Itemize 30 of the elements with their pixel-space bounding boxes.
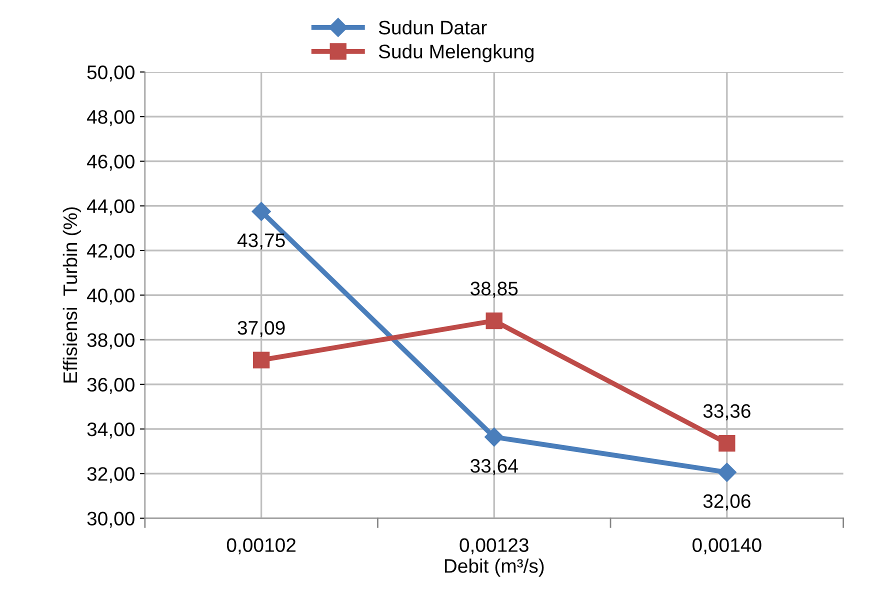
point xyxy=(252,202,271,221)
y-tick-label: 32,00 xyxy=(87,467,134,484)
y-tick-label: 44,00 xyxy=(86,199,134,216)
y-tick-label: 38,00 xyxy=(87,333,134,350)
y-tick-label: 42,00 xyxy=(86,244,134,260)
data-label: 33,64 xyxy=(470,459,518,476)
point xyxy=(718,434,736,452)
y-tick-label: 36,00 xyxy=(87,378,134,394)
y-tick-label: 30,00 xyxy=(87,512,134,528)
y-tick-label: 40,00 xyxy=(86,288,134,305)
y-axis-title: Effisiensi Turbin (%) xyxy=(62,207,81,382)
data-label: 37,09 xyxy=(238,320,285,338)
y-tick-label: 46,00 xyxy=(86,154,134,171)
point xyxy=(484,427,504,447)
y-tick-label: 50,00 xyxy=(87,65,134,82)
legend-label: Sudun Datar xyxy=(378,20,487,34)
x-tick-label: 0,00140 xyxy=(692,538,762,554)
x-tick-label: 0,00102 xyxy=(226,538,296,554)
data-label: 32,06 xyxy=(703,494,750,510)
data-label: 43,75 xyxy=(237,233,285,250)
data-label: 33,36 xyxy=(703,404,750,420)
y-tick-label: 34,00 xyxy=(87,422,134,439)
point xyxy=(486,312,502,330)
legend-label: Sudu Melengkung xyxy=(378,44,534,62)
y-tick-label: 48,00 xyxy=(86,110,134,126)
x-axis-title: Debit (m³/s) xyxy=(444,558,544,577)
data-label: 38,85 xyxy=(470,282,518,298)
x-tick-label: 0,00123 xyxy=(460,538,528,554)
point xyxy=(252,352,270,368)
point xyxy=(717,462,736,482)
